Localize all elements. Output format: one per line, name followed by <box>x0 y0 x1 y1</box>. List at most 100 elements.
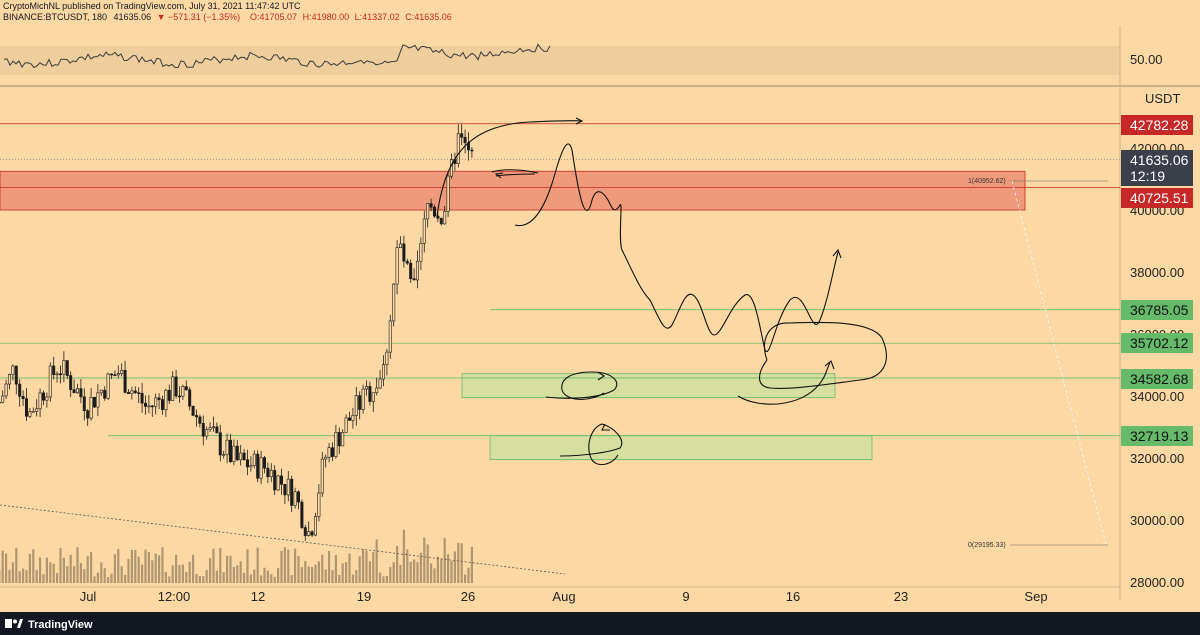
zones-layer <box>0 170 1026 460</box>
candle-body <box>470 149 474 152</box>
volume-bar <box>246 549 249 583</box>
candle-body <box>99 389 103 394</box>
drawing-peak-arrowhead <box>494 172 504 179</box>
drawing-accumulation-circle[interactable] <box>758 321 887 389</box>
drawing-support-loop-2-arrowhead <box>601 423 610 431</box>
candle-body <box>358 395 362 410</box>
volume-bar <box>151 560 154 583</box>
candle-body <box>293 491 297 506</box>
price-axis-unit: USDT <box>1145 91 1180 106</box>
candle-body <box>1 395 5 403</box>
drawings-layer[interactable] <box>436 117 887 466</box>
candle-body <box>232 445 236 463</box>
resistance-zone <box>0 170 1026 211</box>
volume-bar <box>453 551 456 583</box>
last-value: 41635.06 <box>114 12 152 22</box>
candle-body <box>184 386 188 391</box>
fib-retracement[interactable]: 1(40952.62) 0(29195.33) <box>968 178 1108 549</box>
volume-bar <box>358 556 361 583</box>
volume-bar <box>154 553 157 583</box>
volume-bar <box>164 571 167 583</box>
volume-bar <box>195 573 198 583</box>
descending-trendline[interactable] <box>0 504 566 575</box>
volume-bar <box>463 574 467 583</box>
price-tag-bg <box>1121 333 1193 353</box>
candle-body <box>55 373 59 376</box>
volume-bar <box>239 561 242 583</box>
candle-body <box>41 392 45 401</box>
volume-bar <box>351 574 354 583</box>
volume-bar <box>8 569 11 583</box>
volume-bar <box>263 567 266 583</box>
volume-bar <box>317 561 320 583</box>
volume-bar <box>331 570 334 583</box>
price-tag-bg <box>1121 115 1193 135</box>
drawing-projection-path[interactable] <box>514 143 839 353</box>
candle-body <box>150 405 154 408</box>
price-tag-resistance: 42782.28 <box>1130 117 1189 133</box>
candle-body <box>412 278 416 281</box>
candle-body <box>160 399 164 410</box>
candle-body <box>239 452 243 461</box>
volume-bar <box>266 570 269 583</box>
price-tick: 30000.00 <box>1130 513 1184 528</box>
drawing-top-arc[interactable] <box>436 120 583 217</box>
volume-bar <box>310 567 314 583</box>
candle-body <box>334 432 338 457</box>
candle-body <box>398 243 402 249</box>
volume-bar <box>293 548 297 583</box>
candle-body <box>24 398 28 417</box>
time-axis[interactable]: Jul 12:00 12 19 26 Aug 9 16 23 Sep <box>0 586 1120 604</box>
volume-bar <box>399 564 402 583</box>
drawing-support-loop-2[interactable] <box>559 423 623 466</box>
footer-brand: TradingView <box>28 619 93 631</box>
volume-bar <box>416 562 419 583</box>
volume-bar <box>361 549 365 583</box>
drawing-support-loop-1[interactable] <box>545 371 618 400</box>
price-tag-bg <box>1121 369 1193 389</box>
candle-body <box>395 247 399 285</box>
footer-bar: TradingView <box>0 612 1200 635</box>
volume-bar <box>21 568 25 583</box>
price-pane[interactable]: 1(40952.62) 0(29195.33) <box>0 86 1121 600</box>
price-axis[interactable]: USDT 42000.0040000.0038000.0036000.00340… <box>1121 91 1193 590</box>
volume-bar <box>222 572 225 583</box>
price-tick: 34000.00 <box>1130 389 1184 404</box>
drawing-projection-arrowhead <box>832 248 842 259</box>
candle-body <box>262 457 266 469</box>
drawing-bounce-arrow[interactable] <box>737 361 831 405</box>
drawing-peak-scribble[interactable] <box>491 169 539 177</box>
candle-body <box>222 454 226 456</box>
volume-bar <box>25 570 28 583</box>
volume-bar <box>117 549 120 583</box>
time-tick: 16 <box>786 589 800 604</box>
candle-body <box>133 390 137 393</box>
candle-body <box>194 415 198 418</box>
volume-bar <box>55 573 59 583</box>
candle-body <box>211 426 215 429</box>
candle-body <box>307 531 311 536</box>
volume-bar <box>28 553 31 583</box>
price-tick: 32000.00 <box>1130 451 1184 466</box>
rsi-pane[interactable]: 50.00 <box>0 26 1200 87</box>
volume-bar <box>106 576 110 583</box>
volume-bar <box>157 555 161 583</box>
rsi-level-label: 50.00 <box>1130 52 1163 67</box>
candle-body <box>191 405 195 416</box>
volume-bar <box>232 566 235 583</box>
volume-bar <box>433 568 436 583</box>
price-tag-countdown: 12:19 <box>1130 168 1165 184</box>
tradingview-logo-icon <box>5 619 23 628</box>
candle-body <box>21 396 25 400</box>
candle-body <box>375 387 379 394</box>
candle-body <box>48 365 52 398</box>
footer-background <box>0 612 1200 635</box>
volume-bar <box>225 555 229 583</box>
time-tick: 9 <box>682 589 689 604</box>
candle-body <box>286 478 290 496</box>
candle-body <box>303 527 307 536</box>
volume-bar <box>205 570 208 583</box>
